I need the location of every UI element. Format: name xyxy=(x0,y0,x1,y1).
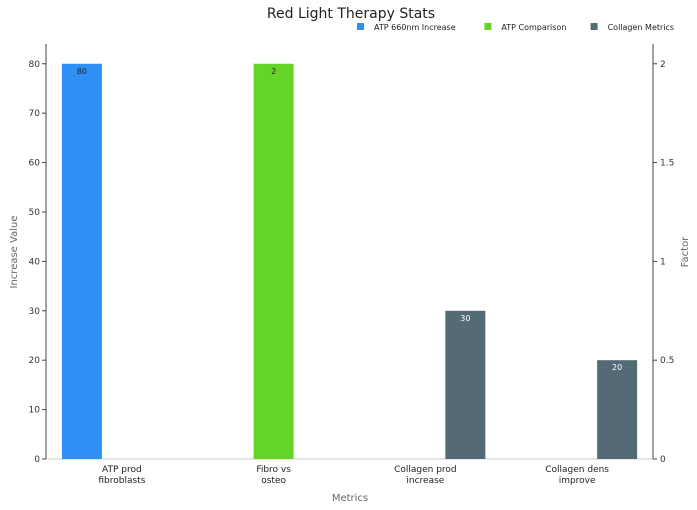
data-label: 30 xyxy=(460,314,470,323)
bars xyxy=(61,63,638,460)
axes: 0 10 20 30 40 50 60 70 80 0 0.5 1 1.5 2 ATP prod fibrob… xyxy=(29,44,674,486)
legend-swatch xyxy=(590,23,598,30)
legend-label: ATP Comparison xyxy=(501,23,566,32)
y2-tick-label: 0 xyxy=(660,455,666,465)
y2-tick-label: 1.5 xyxy=(660,159,674,169)
x-tick-label: ATP prod fibroblasts xyxy=(98,465,145,486)
y-tick-label: 60 xyxy=(29,159,41,169)
y2-tick-label: 0.5 xyxy=(660,356,674,366)
y-tick-label: 0 xyxy=(34,455,40,465)
data-label: 80 xyxy=(77,67,87,76)
y-tick-label: 80 xyxy=(29,60,41,70)
legend: ATP 660nm Increase ATP Comparison Collagen… xyxy=(357,23,674,32)
y-tick-label: 70 xyxy=(29,109,41,119)
legend-swatch xyxy=(484,23,492,30)
legend-swatch xyxy=(357,23,364,30)
y-tick-label: 10 xyxy=(29,406,41,416)
y2-tick-label: 1 xyxy=(660,257,666,267)
y-tick-label: 50 xyxy=(29,208,41,218)
bar xyxy=(597,360,638,459)
bar xyxy=(61,63,102,460)
y-tick-label: 30 xyxy=(29,307,41,317)
x-tick-label: Fibro vs osteo xyxy=(256,465,291,486)
legend-label: ATP 660nm Increase xyxy=(374,23,456,32)
legend-label: Collagen Metrics xyxy=(608,23,674,32)
x-axis-title: Metrics xyxy=(332,493,368,504)
x-tick-label: Collagen dens improve xyxy=(545,465,609,486)
data-label: 20 xyxy=(612,363,622,372)
y2-tick-label: 2 xyxy=(660,60,666,70)
x-tick-label: Collagen prod increase xyxy=(394,465,457,486)
y2-axis-title: Factor xyxy=(680,236,691,267)
legend-item: ATP 660nm Increase xyxy=(357,23,456,32)
data-labels: 80 2 30 20 xyxy=(77,67,622,372)
y-tick-label: 40 xyxy=(29,257,41,267)
y-tick-label: 20 xyxy=(29,356,41,366)
legend-item: ATP Comparison xyxy=(484,23,566,32)
legend-item: Collagen Metrics xyxy=(590,23,674,32)
bar xyxy=(445,310,486,459)
data-label: 2 xyxy=(271,67,276,76)
chart-title: Red Light Therapy Stats xyxy=(267,6,435,22)
bar xyxy=(253,63,294,460)
y-axis-title: Increase Value xyxy=(9,216,20,289)
